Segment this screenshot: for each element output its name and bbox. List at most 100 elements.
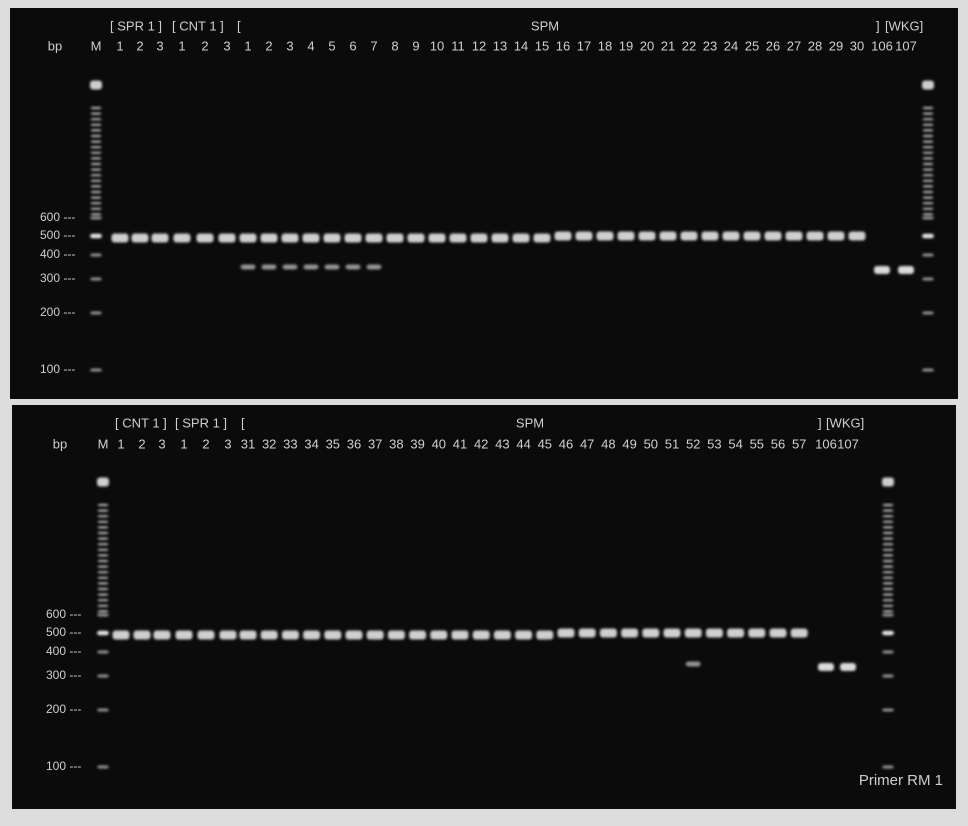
lane-label: 18 — [598, 38, 612, 53]
band — [97, 675, 109, 678]
band — [874, 266, 890, 274]
band — [346, 631, 363, 640]
lane-label: 4 — [307, 38, 314, 53]
band — [681, 232, 698, 241]
band — [283, 265, 298, 270]
gel-panel-top — [10, 8, 958, 399]
band — [97, 614, 109, 617]
size-label: 400 --- — [40, 247, 75, 261]
band — [91, 174, 102, 176]
group-label: ] — [818, 415, 822, 430]
band — [883, 515, 894, 517]
band — [408, 234, 425, 243]
band — [98, 582, 109, 584]
lane-label: 23 — [703, 38, 717, 53]
lane-label: 1 — [180, 436, 187, 451]
band — [98, 560, 109, 562]
band — [706, 629, 723, 638]
lane-label: 3 — [223, 38, 230, 53]
lane-label: 2 — [138, 436, 145, 451]
band — [791, 629, 808, 638]
band — [883, 510, 894, 512]
band — [98, 594, 109, 596]
band — [98, 510, 109, 512]
band — [664, 629, 681, 638]
band — [220, 631, 237, 640]
group-label: SPM — [531, 18, 559, 33]
size-label: 600 --- — [46, 607, 81, 621]
band — [883, 594, 894, 596]
band — [642, 629, 659, 638]
band — [176, 631, 193, 640]
band — [325, 265, 340, 270]
band — [579, 629, 596, 638]
band — [91, 124, 102, 126]
band — [91, 180, 102, 182]
group-label: [WKG] — [826, 415, 864, 430]
band — [786, 232, 803, 241]
lane-label: 16 — [556, 38, 570, 53]
lane-label: 50 — [644, 436, 658, 451]
band — [882, 766, 894, 769]
lane-label: 7 — [370, 38, 377, 53]
lane-label: 37 — [368, 436, 382, 451]
band — [494, 631, 511, 640]
lane-label: 56 — [771, 436, 785, 451]
lane-label: 25 — [745, 38, 759, 53]
band — [923, 124, 934, 126]
band — [98, 566, 109, 568]
band — [91, 107, 102, 109]
lane-label: 8 — [391, 38, 398, 53]
axis-label: bp — [48, 38, 62, 53]
band — [90, 254, 102, 257]
lane-label: 36 — [347, 436, 361, 451]
band — [818, 663, 834, 671]
band — [240, 234, 257, 243]
band — [883, 526, 894, 528]
band — [770, 629, 787, 638]
band — [922, 217, 934, 220]
lane-label: 38 — [389, 436, 403, 451]
lane-label: 106 — [815, 436, 837, 451]
band — [727, 629, 744, 638]
lane-label: 53 — [707, 436, 721, 451]
band — [883, 549, 894, 551]
band — [922, 254, 934, 257]
band — [923, 174, 934, 176]
gel-figure: [ SPR 1 ][ CNT 1 ][SPM][WKG]bpM600 ---50… — [0, 0, 968, 821]
band — [429, 234, 446, 243]
lane-label: 14 — [514, 38, 528, 53]
band — [660, 232, 677, 241]
band — [492, 234, 509, 243]
band — [452, 631, 469, 640]
lane-label: 2 — [202, 436, 209, 451]
lane-label: 3 — [158, 436, 165, 451]
lane-label: 28 — [808, 38, 822, 53]
group-label: [ — [241, 415, 245, 430]
lane-label: 39 — [410, 436, 424, 451]
band — [241, 265, 256, 270]
band — [90, 217, 102, 220]
lane-label: 47 — [580, 436, 594, 451]
band — [91, 191, 102, 193]
band — [91, 157, 102, 159]
band — [883, 538, 894, 540]
band — [923, 113, 934, 115]
band — [923, 197, 934, 199]
lane-label: 9 — [412, 38, 419, 53]
band — [702, 232, 719, 241]
lane-label: 2 — [136, 38, 143, 53]
band — [744, 232, 761, 241]
size-label: 300 --- — [40, 271, 75, 285]
band — [883, 554, 894, 556]
band — [98, 588, 109, 590]
lane-label: 107 — [837, 436, 859, 451]
group-label: [ SPR 1 ] — [175, 415, 227, 430]
lane-label: 106 — [871, 38, 893, 53]
band — [367, 265, 382, 270]
lane-label: 32 — [262, 436, 276, 451]
band — [345, 234, 362, 243]
band — [98, 549, 109, 551]
band — [98, 521, 109, 523]
band — [91, 152, 102, 154]
